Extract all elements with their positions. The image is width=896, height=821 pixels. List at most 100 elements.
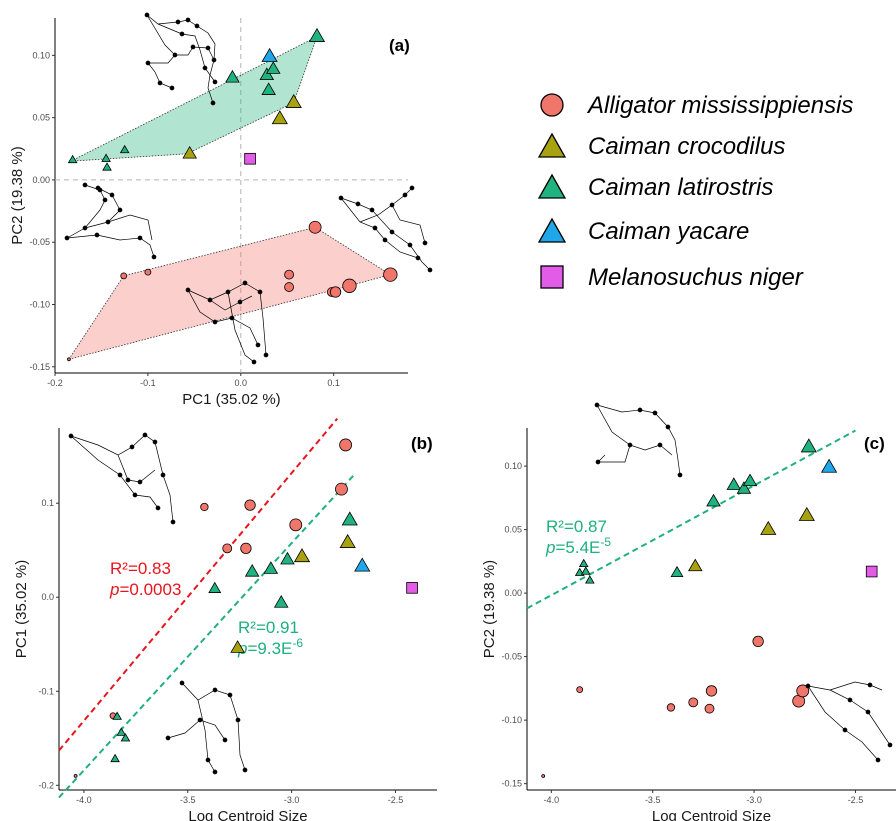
series-caiman-yacare [261,47,278,62]
x-tick-label: -0.2 [47,378,63,388]
y-tick-label: 0.00 [504,588,522,598]
data-point [73,773,78,778]
data-point [285,93,302,108]
data-point [102,162,112,171]
y-tick-label: 0.10 [32,50,50,60]
data-point [289,518,303,532]
data-point [752,635,764,648]
regression-line [526,429,856,610]
legend-label-crocodilus: Caiman crocodilus [588,133,785,160]
data-point [240,542,252,555]
data-point [222,543,233,554]
legend-marker-melanosuchus [540,265,564,289]
legend: Alligator mississippiensis Caiman crocod… [537,92,853,291]
y-tick-label: -0.05 [29,237,50,247]
data-point [244,499,256,511]
series-melanosuchus-niger [406,582,418,594]
data-point [119,144,130,154]
skull-wireframe-b-top [68,432,176,525]
skull-wireframe-c-top [594,402,683,478]
series-alligator-mississippiensis [73,438,353,778]
data-point [265,61,281,74]
x-tick-label: -2.5 [388,795,404,805]
data-point [704,703,715,714]
data-point [120,733,131,742]
series-caiman-crocodilus [230,533,356,653]
data-point [354,557,371,572]
data-point [335,482,348,496]
data-point [865,565,878,578]
y-axis-label: PC1 (35.02 %) [13,560,30,658]
data-point [208,581,222,593]
data-point [112,711,122,720]
data-point [585,575,595,584]
data-point [798,506,815,521]
r-squared-label: R²=0.83 [110,559,171,578]
legend-label-melanosuchus: Melanosuchus niger [588,264,804,291]
data-point [796,684,810,698]
r-squared-label: R²=0.91 [238,618,299,637]
series-melanosuchus-niger [865,565,878,578]
data-point [687,558,703,572]
data-point [688,697,699,708]
x-tick-label: -4.0 [76,795,92,805]
skull-wireframe-a-right [338,185,433,273]
data-point [760,520,777,535]
data-point [576,686,584,694]
r-squared-label: R²=0.87 [546,517,607,536]
x-tick-label: -3.5 [180,795,196,805]
data-point [259,67,275,81]
y-tick-label: 0.0 [41,592,54,602]
regression-line [58,474,355,799]
y-tick-label: -0.2 [38,780,54,790]
data-point [110,753,120,763]
data-point [144,268,152,276]
series-melanosuchus-niger [244,152,256,165]
data-point [580,566,591,575]
data-point [406,582,418,594]
series-caiman-yacare [820,458,838,473]
p-value-label: p=5.4E-5 [545,535,611,557]
data-point [67,154,78,164]
data-point [182,145,198,159]
series-caiman-yacare [354,557,371,572]
y-tick-label: -0.10 [29,299,50,309]
data-point [273,595,289,608]
data-point [339,533,356,548]
y-tick-label: 0.1 [41,498,54,508]
convex-hull-caiman [70,35,318,162]
x-tick-label: 0.0 [235,378,248,388]
data-point [329,286,342,298]
data-point [705,685,718,697]
skull-wireframe-a-bottom [185,280,269,365]
data-point [284,282,294,292]
data-point [706,493,721,507]
legend-label-latirostris: Caiman latirostris [588,174,773,201]
y-axis-label: PC2 (19.38 %) [9,146,26,244]
series-alligator-mississippiensis [67,220,398,362]
y-tick-label: 0.05 [504,525,522,535]
series-caiman-crocodilus [687,506,815,572]
x-axis-label: Log Centroid Size [652,808,771,821]
data-point [742,473,758,487]
y-axis-label: PC2 (19.38 %) [481,560,498,658]
p-value-label: p=9.3E-6 [237,636,303,658]
data-point [200,502,209,512]
data-point [67,357,71,362]
panel-b: -4.0 -3.5 -3.0 -2.5 -0.2 -0.1 0.0 0.1 Log Centro… [13,417,437,821]
y-tick-label: -0.05 [501,652,522,662]
data-point [120,272,128,280]
x-tick-label: -3.0 [746,795,762,805]
panel-label: (b) [411,434,433,453]
data-point [820,458,838,473]
skull-wireframe-b-bottom [165,680,248,775]
series-caiman-crocodilus [182,93,302,159]
legend-label-alligator: Alligator mississippiensis [586,92,853,119]
data-point [308,220,322,234]
legend-marker-latirostris [537,173,567,199]
data-point [726,477,742,490]
x-tick-label: -4.0 [544,795,560,805]
skull-wireframe-c-right [805,681,893,763]
data-point [230,640,245,653]
